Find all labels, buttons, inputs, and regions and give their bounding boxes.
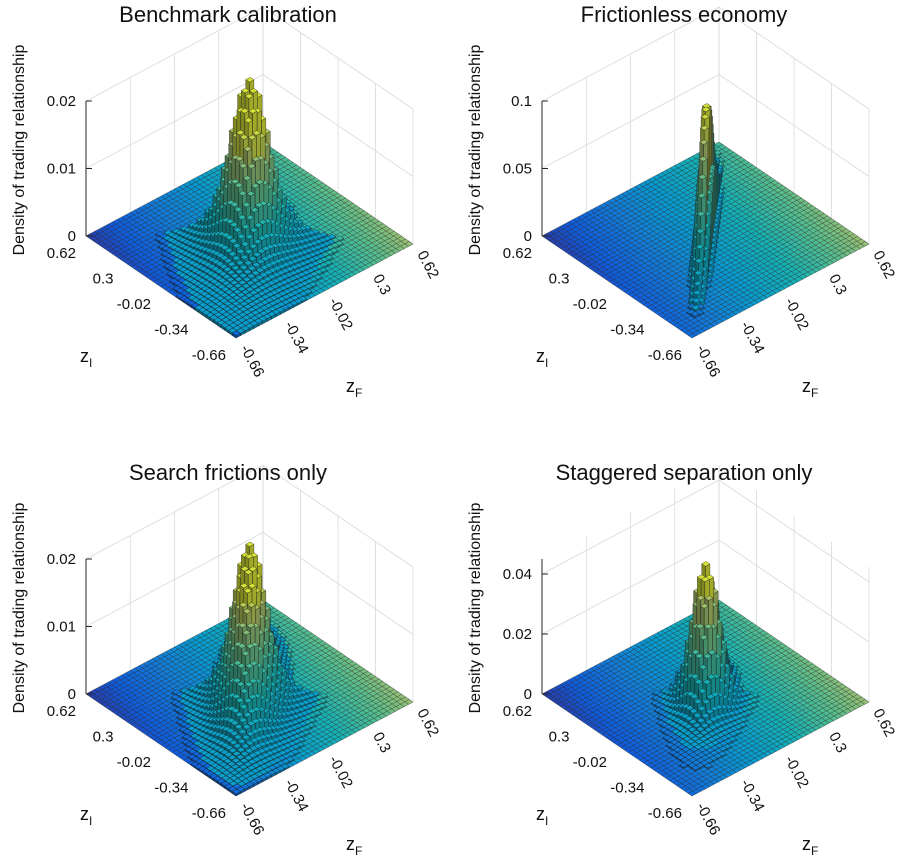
- x-tick-label: 0.3: [369, 271, 394, 297]
- y-tick-label: 0.3: [549, 729, 570, 746]
- x-tick-label: -0.02: [781, 753, 812, 791]
- z-tick-label: 0: [68, 686, 76, 703]
- x-axis-label: zF: [346, 376, 362, 400]
- y-tick-label: -0.66: [648, 347, 682, 364]
- z-tick-label: 0.02: [47, 93, 76, 110]
- surface-plot: 00.020.040.620.3-0.02-0.34-0.66-0.66-0.3…: [456, 430, 912, 860]
- surface-plot: 00.010.020.620.3-0.02-0.34-0.66-0.66-0.3…: [0, 0, 456, 430]
- z-axis-label: Density of trading relationship: [467, 503, 484, 714]
- x-tick-label: -0.34: [737, 318, 768, 356]
- x-tick-label: 0.3: [825, 729, 850, 755]
- z-axis-label: Density of trading relationship: [11, 45, 28, 256]
- subplot-title: Frictionless economy: [456, 2, 912, 28]
- z-tick-label: 0.02: [503, 626, 532, 643]
- y-tick-label: 0.3: [549, 271, 570, 288]
- y-tick-label: -0.34: [154, 322, 188, 339]
- z-tick-label: 0.04: [503, 566, 532, 583]
- x-axis-label: zF: [802, 376, 818, 400]
- x-tick-label: 0.62: [869, 248, 898, 282]
- x-tick-label: -0.66: [692, 800, 723, 838]
- x-tick-label: -0.02: [781, 295, 812, 333]
- x-tick-label: -0.66: [236, 342, 267, 380]
- y-tick-label: 0.62: [47, 245, 76, 262]
- z-axis-ticks: 0 0.02 0.04: [503, 566, 548, 703]
- z-tick-label: 0.05: [503, 161, 532, 178]
- y-tick-label: -0.02: [117, 296, 151, 313]
- x-tick-label: -0.34: [737, 776, 768, 814]
- z-axis-label: Density of trading relationship: [11, 503, 28, 714]
- y-tick-label: -0.34: [610, 322, 644, 339]
- x-tick-label: -0.66: [692, 342, 723, 380]
- y-tick-label: -0.02: [117, 754, 151, 771]
- x-tick-label: -0.34: [281, 776, 312, 814]
- y-tick-label: -0.34: [610, 780, 644, 797]
- z-axis-ticks: 0 0.01 0.02: [47, 93, 92, 245]
- surface-plot: 00.050.10.620.3-0.02-0.34-0.66-0.66-0.34…: [456, 0, 912, 430]
- y-tick-label: 0.62: [503, 703, 532, 720]
- x-tick-label: -0.02: [325, 753, 356, 791]
- y-tick-label: 0.62: [503, 245, 532, 262]
- z-tick-label: 0: [524, 686, 532, 703]
- y-tick-label: 0.3: [93, 271, 114, 288]
- y-axis-label: zI: [80, 804, 92, 828]
- x-axis-label: zF: [802, 834, 818, 858]
- y-axis-label: zI: [536, 804, 548, 828]
- z-axis-ticks: 0 0.05 0.1: [503, 93, 548, 245]
- x-tick-label: 0.62: [413, 706, 442, 740]
- y-tick-label: -0.66: [648, 805, 682, 822]
- subplot-title: Benchmark calibration: [0, 2, 456, 28]
- z-axis-ticks: 0 0.01 0.02: [47, 551, 92, 703]
- z-tick-label: 0.1: [511, 93, 532, 110]
- x-tick-label: -0.66: [236, 800, 267, 838]
- x-tick-label: 0.3: [369, 729, 394, 755]
- x-axis-label: zF: [346, 834, 362, 858]
- z-tick-label: 0.01: [47, 619, 76, 636]
- x-tick-label: 0.62: [413, 248, 442, 282]
- y-tick-label: -0.66: [192, 805, 226, 822]
- surface-plot: 00.010.020.620.3-0.02-0.34-0.66-0.66-0.3…: [0, 430, 456, 860]
- y-tick-label: -0.34: [154, 780, 188, 797]
- x-tick-label: -0.02: [325, 295, 356, 333]
- y-tick-label: -0.66: [192, 347, 226, 364]
- x-tick-label: 0.3: [825, 271, 850, 297]
- y-tick-label: 0.3: [93, 729, 114, 746]
- z-tick-label: 0.01: [47, 161, 76, 178]
- x-tick-label: 0.62: [869, 706, 898, 740]
- z-axis-label: Density of trading relationship: [467, 45, 484, 256]
- y-axis-label: zI: [80, 346, 92, 370]
- z-tick-label: 0.02: [47, 551, 76, 568]
- y-axis-label: zI: [536, 346, 548, 370]
- x-tick-label: -0.34: [281, 318, 312, 356]
- subplot-title: Search frictions only: [0, 460, 456, 486]
- z-tick-label: 0: [68, 228, 76, 245]
- subplot-title: Staggered separation only: [456, 460, 912, 486]
- y-tick-label: -0.02: [573, 754, 607, 771]
- z-tick-label: 0: [524, 228, 532, 245]
- y-tick-label: -0.02: [573, 296, 607, 313]
- y-tick-label: 0.62: [47, 703, 76, 720]
